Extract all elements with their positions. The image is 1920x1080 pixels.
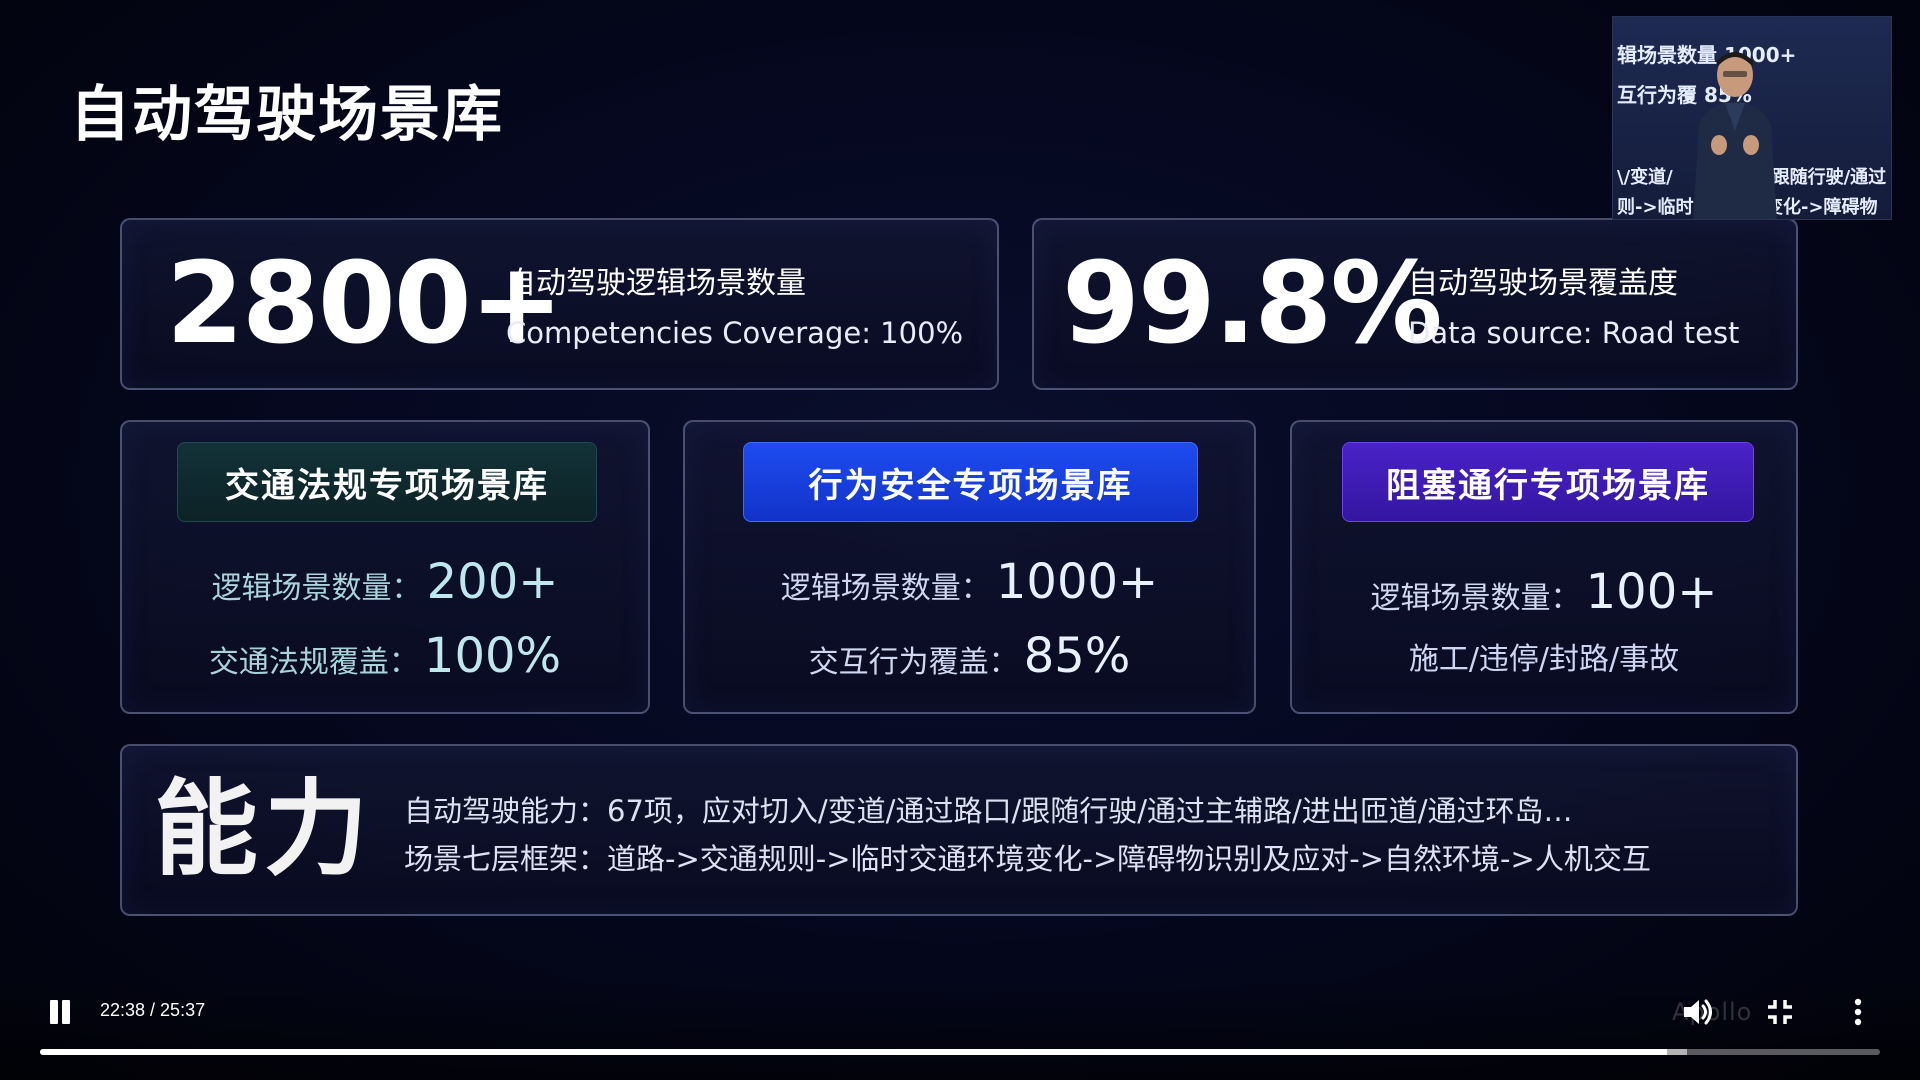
exit-fullscreen-icon[interactable] [1764, 994, 1796, 1030]
pip-screen-text: 则->临时 [1617, 197, 1694, 218]
library-card-traffic-rules: 交通法规专项场景库 逻辑场景数量： 200+ 交通法规覆盖： 100% [120, 420, 650, 714]
stat-subtitle: Data source: Road test [1408, 316, 1740, 350]
library-row-key: 逻辑场景数量： [780, 571, 991, 606]
pip-screen-text: \/变道/ [1617, 167, 1673, 188]
progress-played [40, 1049, 1667, 1055]
library-row: 逻辑场景数量： 200+ [122, 554, 648, 610]
library-row-key: 逻辑场景数量： [211, 571, 422, 606]
library-row-value: 200+ [426, 554, 559, 610]
progress-bar[interactable] [40, 1049, 1880, 1055]
library-row-key: 交通法规覆盖： [208, 645, 419, 680]
library-row: 逻辑场景数量： 1000+ [685, 554, 1254, 610]
pip-screen-text: /跟随行驶/通过 [1765, 167, 1887, 188]
library-card-blocked-passage: 阻塞通行专项场景库 逻辑场景数量： 100+ 施工/违停/封路/事故 [1290, 420, 1798, 714]
library-badge: 阻塞通行专项场景库 [1342, 442, 1754, 522]
stat-number: 2800+ [166, 239, 564, 369]
stat-card-scenario-count: 2800+ 自动驾驶逻辑场景数量 Competencies Coverage: … [120, 218, 999, 390]
library-row: 交互行为覆盖： 85% [685, 628, 1254, 684]
library-row-key: 逻辑场景数量： [1370, 581, 1581, 616]
time-display: 22:38 / 25:37 [100, 1000, 206, 1020]
stat-card-coverage: 99.8% 自动驾驶场景覆盖度 Data source: Road test [1032, 218, 1798, 390]
volume-icon[interactable] [1680, 994, 1716, 1030]
video-controls-bar: 22:38 / 25:37 Apollo [0, 980, 1920, 1080]
library-row-value: 85% [1023, 628, 1131, 684]
capability-title: 能力 [154, 768, 375, 890]
capability-card: 能力 自动驾驶能力：67项，应对切入/变道/通过路口/跟随行驶/通过主辅路/进出… [120, 744, 1798, 916]
pause-icon[interactable] [46, 996, 74, 1028]
capability-line: 场景七层框架：道路->交通规则->临时交通环境变化->障碍物识别及应对->自然环… [404, 842, 1651, 876]
library-row: 交通法规覆盖： 100% [122, 628, 648, 684]
pip-screen-text: 辑场景数量 1000+ [1617, 43, 1797, 67]
capability-line: 自动驾驶能力：67项，应对切入/变道/通过路口/跟随行驶/通过主辅路/进出匝道/… [404, 794, 1573, 828]
library-row-text: 施工/违停/封路/事故 [1408, 642, 1680, 677]
speaker-figure [1693, 52, 1777, 219]
stat-label: 自动驾驶场景覆盖度 [1408, 266, 1678, 301]
library-badge: 行为安全专项场景库 [743, 442, 1198, 522]
speaker-pip-video[interactable]: 辑场景数量 1000+ 互行为覆 85% \/变道/ 则->临时 /跟随行驶/通… [1612, 16, 1892, 220]
library-row-value: 100+ [1585, 564, 1718, 620]
slide-title: 自动驾驶场景库 [70, 80, 504, 150]
library-row-value: 1000+ [995, 554, 1159, 610]
library-card-behavior-safety: 行为安全专项场景库 逻辑场景数量： 1000+ 交互行为覆盖： 85% [683, 420, 1256, 714]
stat-number: 99.8% [1062, 239, 1443, 369]
library-badge: 交通法规专项场景库 [177, 442, 597, 522]
library-row-key: 交互行为覆盖： [808, 645, 1019, 680]
more-vertical-icon[interactable] [1848, 994, 1868, 1030]
library-row: 逻辑场景数量： 100+ [1292, 564, 1796, 620]
stat-subtitle: Competencies Coverage: 100% [506, 316, 964, 350]
pip-screen-text: 变化->障碍物 [1765, 197, 1878, 218]
stat-label: 自动驾驶逻辑场景数量 [506, 266, 806, 301]
library-row-value: 100% [423, 628, 562, 684]
